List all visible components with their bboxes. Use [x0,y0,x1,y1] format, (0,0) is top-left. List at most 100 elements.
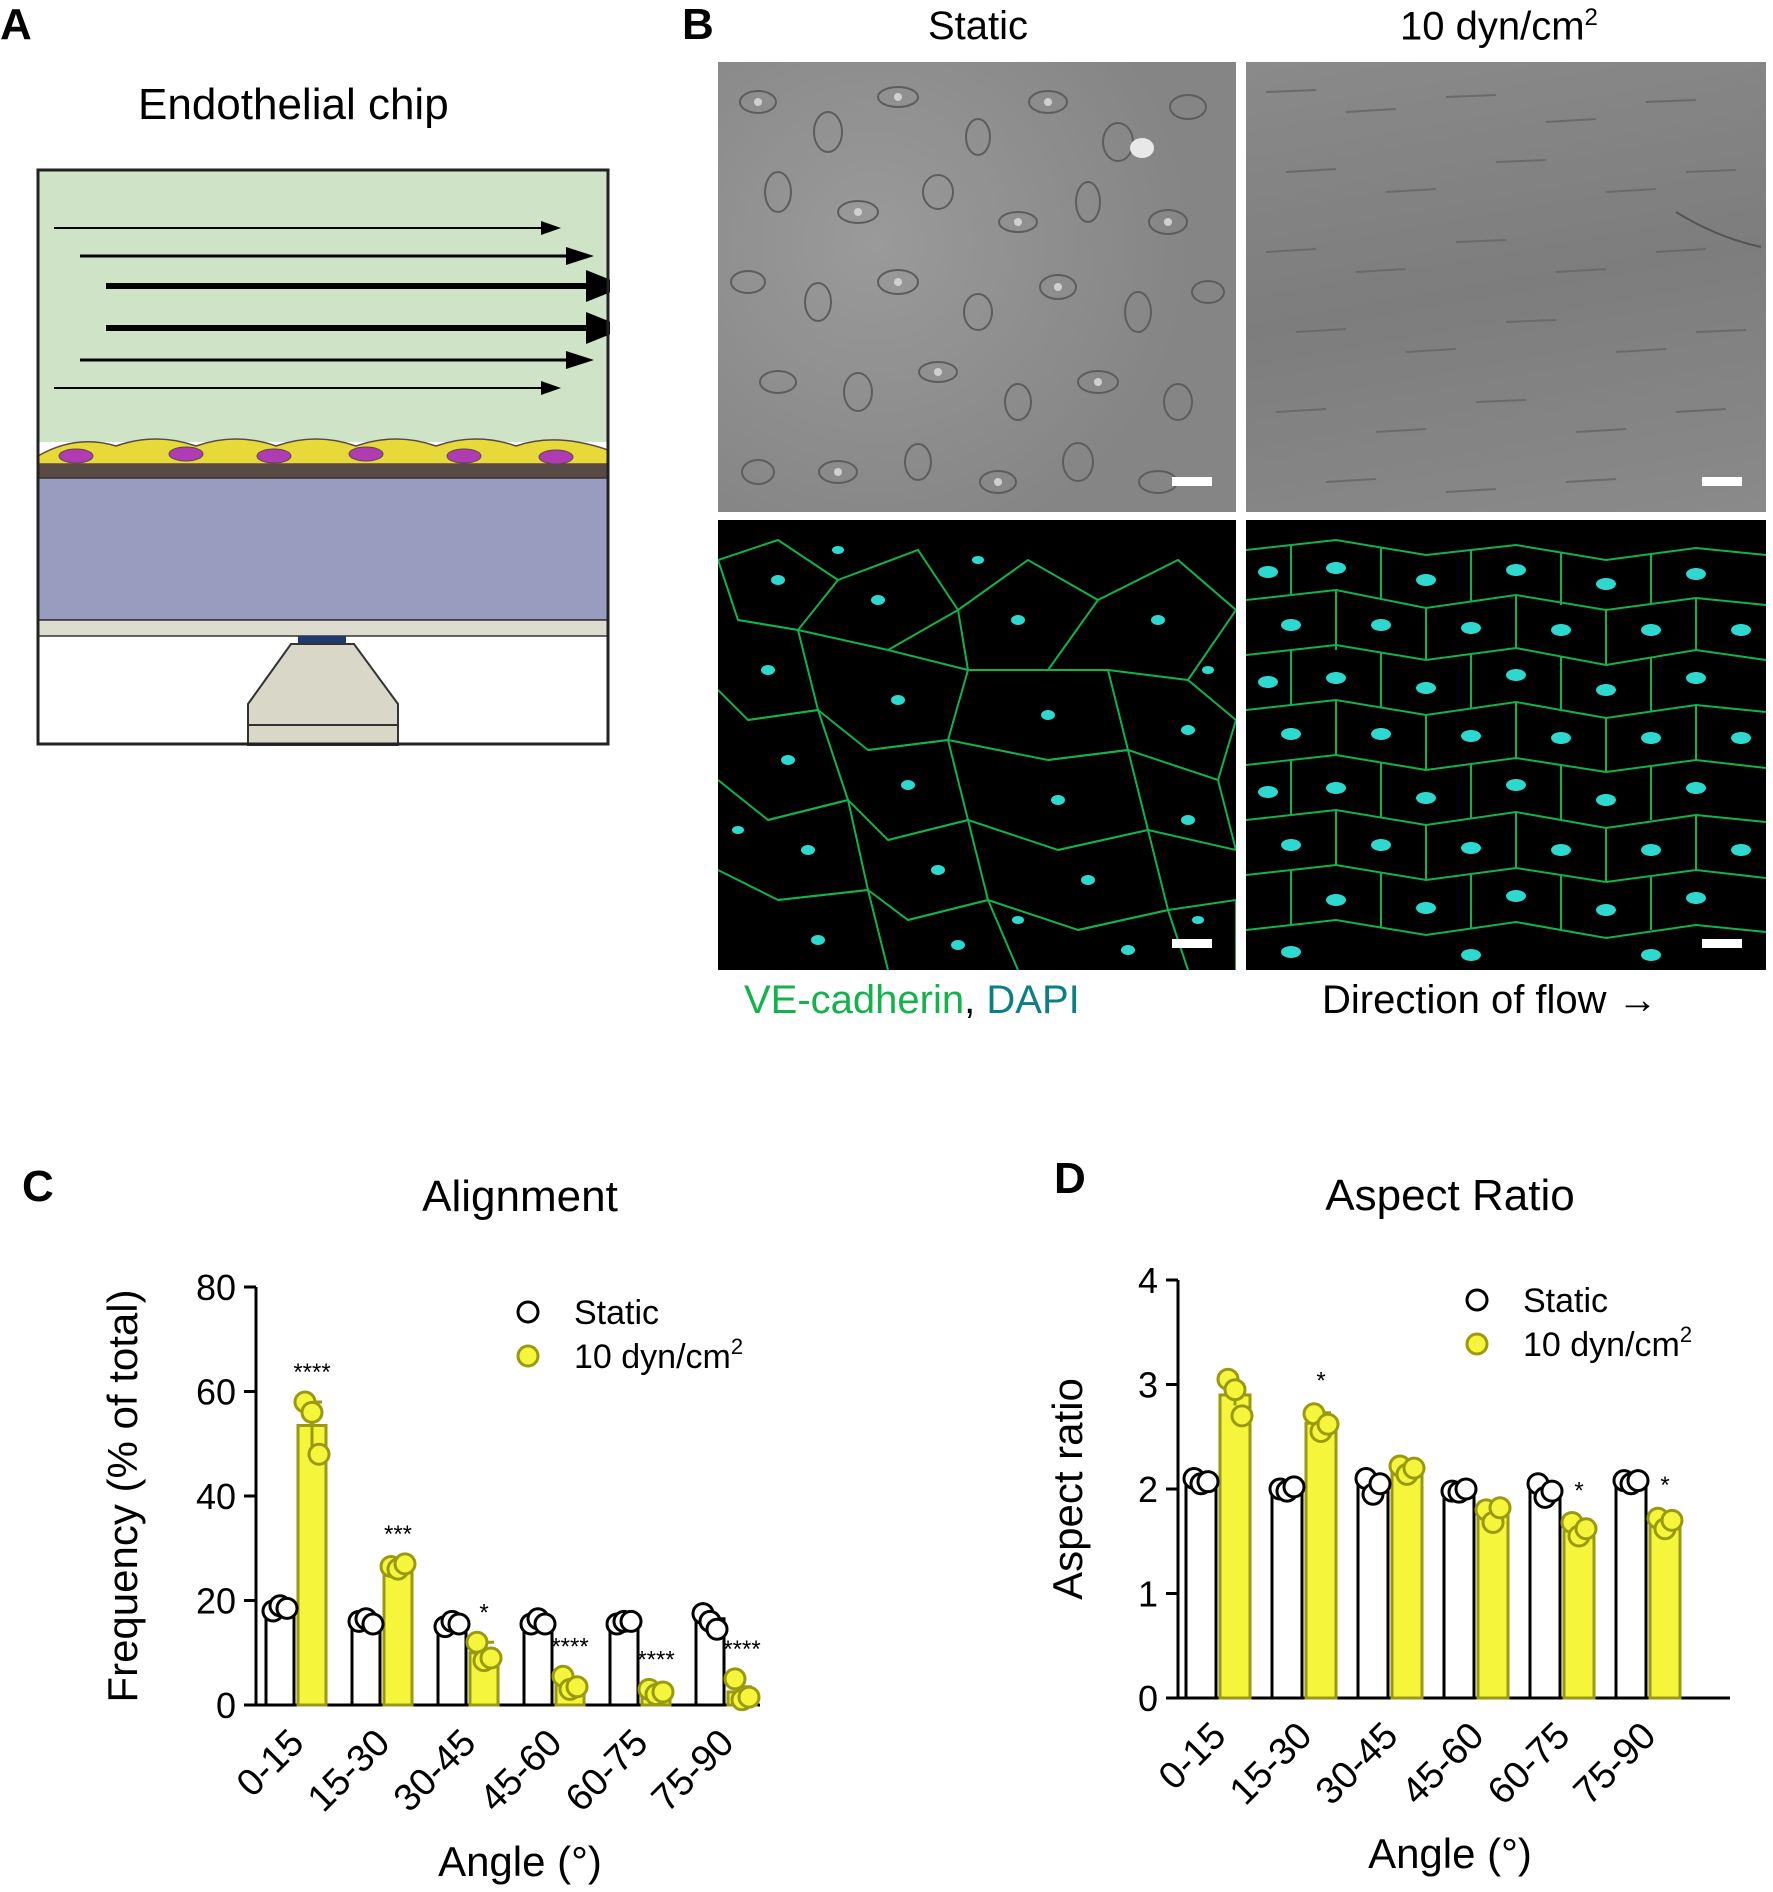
x-tick-label: 60-75 [1480,1715,1578,1813]
bar-static [1270,1487,1304,1700]
x-tick-label: 15-30 [300,1722,398,1820]
y-tick-label: 80 [196,1267,236,1308]
legend-label-static: Static [1523,1282,1608,1320]
legend-marker-static [1465,1288,1489,1312]
scale-bar [1172,477,1212,486]
y-tick-label: 2 [1138,1469,1158,1510]
flow-arrows [54,221,610,395]
bar-static [1442,1489,1476,1700]
scale-bar [1702,939,1742,948]
point-flow [1660,1508,1684,1532]
bar-static [608,1620,640,1707]
x-tick-label: 60-75 [558,1722,656,1820]
bar-flow [382,1565,414,1707]
point-static [361,1612,385,1636]
point-flow [393,1552,417,1576]
point-flow [565,1675,589,1699]
significance-mark: *** [384,1521,412,1548]
chart-alignment: Alignment 0 20 40 60 80 Frequency (% of total)… [99,1172,761,1885]
panel-d-label: D [1054,1154,1086,1203]
stain-separator: , [964,978,976,1022]
bar-flow [1562,1526,1596,1700]
significance-mark: **** [637,1646,674,1673]
phase-image-static [718,62,1236,512]
scale-bar [1172,939,1212,948]
significance-mark: * [1574,1477,1583,1504]
microscope-objective [247,643,399,746]
legend-label-flow: 10 dyn/cm2 [574,1334,743,1376]
flow-channel [38,170,608,442]
point-static [1196,1470,1220,1494]
x-tick-label: 45-60 [472,1722,570,1820]
x-tick-label: 75-90 [1566,1715,1664,1813]
bar-static [1528,1489,1562,1700]
col-title-flow: 10 dyn/cm2 [1400,4,1598,49]
flow-direction-label: Direction of flow → [1322,978,1658,1022]
point-flow [723,1667,747,1691]
bar-flow [296,1423,328,1707]
point-flow [1488,1496,1512,1520]
bar-flow [1390,1468,1424,1700]
significance-mark: * [1316,1368,1325,1395]
bar-static [522,1620,554,1707]
legend-marker-flow [1465,1332,1489,1356]
phase-flow-cells [1265,89,1762,493]
bar-static [264,1606,296,1707]
y-tick-label: 0 [216,1685,236,1726]
bar-static [1356,1484,1390,1700]
bar-flow [1304,1421,1338,1700]
significance-mark: **** [293,1359,330,1386]
point-flow [479,1646,503,1670]
chart-title: Alignment [422,1172,618,1221]
bar-static [1614,1480,1648,1700]
point-static [705,1617,729,1641]
y-tick-label: 4 [1138,1260,1158,1301]
point-flow [1316,1412,1340,1436]
x-tick-label: 75-90 [644,1722,742,1820]
x-tick-label: 30-45 [1308,1715,1406,1813]
bar-flow [1476,1512,1510,1700]
col-title-static: Static [928,4,1029,48]
legend-label-static: Static [574,1294,659,1332]
y-tick-label: 3 [1138,1365,1158,1406]
panel-a-title: Endothelial chip [138,80,449,129]
point-flow [300,1400,324,1424]
point-flow [737,1685,761,1709]
panel-c-label: C [22,1162,54,1211]
legend-label-flow-sup: 2 [1680,1322,1692,1347]
stain-dapi: DAPI [986,978,1080,1022]
y-tick-label: 20 [196,1581,236,1622]
point-static [1282,1475,1306,1499]
x-tick-label: 0-15 [1151,1715,1234,1798]
phase-image-flow [1246,62,1766,512]
significance-mark: **** [551,1633,588,1660]
y-tick-label: 1 [1138,1574,1158,1615]
significance-mark: **** [723,1636,760,1663]
chart-aspect-ratio: Aspect Ratio 0 1 2 3 4 Aspect ratio 0-15 * 15-303… [1044,1171,1730,1877]
point-static [275,1596,299,1620]
bar-flow [1218,1393,1252,1700]
stain-ve-cadherin: VE-cadherin [744,978,965,1022]
point-flow [651,1680,675,1704]
x-tick-label: 0-15 [229,1722,312,1805]
chart-title: Aspect Ratio [1325,1171,1574,1220]
chip-frame [36,168,610,746]
y-tick-label: 60 [196,1372,236,1413]
y-tick-label: 40 [196,1476,236,1517]
x-tick-label: 15-30 [1222,1715,1320,1813]
legend-marker-static [516,1300,540,1324]
panel-b-label: B [682,0,714,49]
y-axis-label: Aspect ratio [1044,1378,1091,1600]
col-title-flow-sup: 2 [1584,4,1598,31]
endothelial-cell-layer [37,438,609,465]
point-static [1454,1477,1478,1501]
point-flow [307,1442,331,1466]
fluor-flow-cells [1246,538,1766,961]
bar-static [350,1619,382,1707]
fluor-image-flow [1246,520,1766,970]
objective-lens [298,636,346,644]
porous-membrane [38,464,608,478]
chip-diagram [36,168,610,746]
point-static [533,1612,557,1636]
fluor-image-static [718,520,1236,970]
